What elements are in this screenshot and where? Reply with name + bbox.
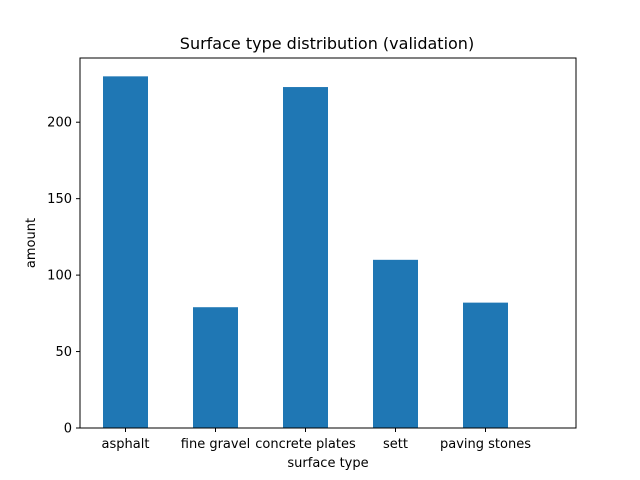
x-tick-label: concrete plates xyxy=(255,437,356,452)
bar-asphalt xyxy=(103,76,148,428)
x-axis-ticks: asphalt fine gravel concrete plates sett pav… xyxy=(102,428,531,452)
chart-title: Surface type distribution (validation) xyxy=(180,34,474,53)
bar-fine-gravel xyxy=(193,307,238,428)
y-tick-label: 150 xyxy=(47,192,72,207)
bars-group xyxy=(103,76,508,428)
y-axis-label: amount xyxy=(24,218,39,268)
x-tick-label: paving stones xyxy=(440,437,531,452)
x-tick-label: fine gravel xyxy=(181,437,250,452)
plot-frame xyxy=(79,57,577,429)
y-axis-ticks: 0 50 100 150 200 xyxy=(47,116,80,437)
bar-paving-stones xyxy=(463,302,508,428)
x-axis-label: surface type xyxy=(287,456,368,471)
bar-concrete-plates xyxy=(283,87,328,428)
y-tick-label: 200 xyxy=(47,116,72,131)
bar-sett xyxy=(373,259,418,428)
y-tick-label: 0 xyxy=(64,422,72,437)
x-tick-label: sett xyxy=(383,437,408,452)
y-tick-label: 50 xyxy=(55,345,72,360)
x-tick-label: asphalt xyxy=(102,437,150,452)
y-tick-label: 100 xyxy=(47,269,72,284)
